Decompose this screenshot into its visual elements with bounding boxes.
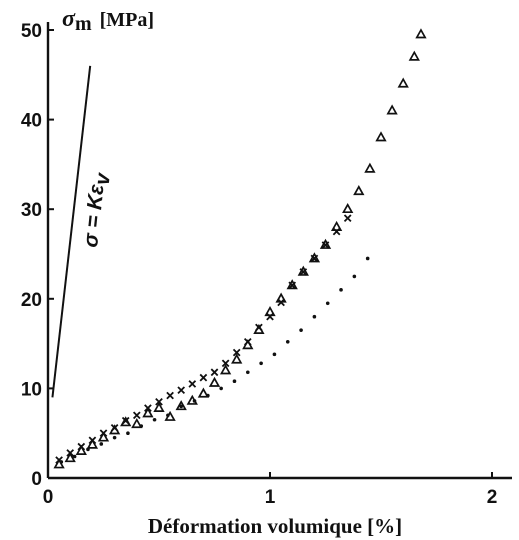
- data-point-triangle: [297, 265, 309, 276]
- y-tick-label: 10: [21, 379, 42, 400]
- data-point-triangle: [219, 364, 232, 375]
- data-point-triangle: [375, 131, 387, 142]
- data-point-triangle: [153, 401, 165, 412]
- data-point-dot: [112, 435, 117, 440]
- data-point-triangle: [231, 353, 243, 364]
- data-point-cross: [77, 442, 86, 451]
- data-point-dot: [192, 399, 197, 403]
- data-point-dot: [72, 454, 77, 459]
- data-point-cross: [343, 214, 352, 222]
- data-point-cross: [310, 254, 319, 263]
- data-point-cross: [255, 323, 263, 332]
- data-point-dot: [139, 424, 144, 428]
- data-point-dot: [152, 417, 157, 422]
- data-point-dot: [312, 314, 317, 319]
- data-point-cross: [66, 449, 75, 457]
- x-tick-label: 2: [487, 487, 498, 508]
- y-tick-label: 40: [21, 111, 42, 132]
- x-ticks: 0 1 2: [43, 472, 498, 508]
- data-point-cross: [188, 380, 197, 388]
- data-point-triangle: [97, 431, 110, 442]
- data-point-triangle: [319, 238, 332, 249]
- data-point-dot: [232, 379, 237, 384]
- x-tick-label: 0: [43, 487, 54, 508]
- data-point-dot: [179, 404, 183, 409]
- data-point-dot: [339, 288, 343, 292]
- data-point-cross: [232, 348, 241, 357]
- data-point-cross: [110, 423, 119, 432]
- reference-line-label: σ = Kεv: [79, 170, 115, 249]
- data-point-dot: [99, 442, 104, 446]
- data-point-cross: [221, 359, 230, 368]
- data-point-dot: [206, 393, 210, 398]
- data-point-triangle: [386, 104, 398, 115]
- data-point-triangle: [408, 50, 420, 61]
- data-point-cross: [199, 373, 208, 382]
- data-points: [53, 28, 427, 469]
- data-point-triangle: [342, 202, 354, 214]
- data-point-cross: [144, 404, 152, 412]
- data-point-triangle: [64, 452, 76, 463]
- data-point-dot: [272, 352, 277, 357]
- x-axis-label: Déformation volumique [%]: [148, 514, 402, 538]
- data-point-dot: [365, 256, 370, 261]
- data-point-cross: [166, 391, 174, 400]
- data-point-dot: [166, 413, 170, 418]
- data-point-triangle: [53, 458, 65, 469]
- y-ticks: 0 10 20 30 40 50: [21, 21, 54, 490]
- data-point-cross: [266, 312, 274, 321]
- data-point-triangle: [131, 418, 143, 429]
- y-tick-label: 0: [31, 469, 42, 490]
- data-point-triangle: [415, 28, 427, 39]
- data-point-dot: [219, 386, 223, 391]
- x-tick-label: 1: [265, 487, 276, 508]
- y-tick-label: 20: [21, 290, 42, 311]
- data-point-cross: [299, 268, 308, 276]
- data-point-triangle: [353, 185, 365, 196]
- data-point-triangle: [364, 162, 376, 173]
- y-axis-label: σm [MPa]: [62, 6, 154, 35]
- data-point-cross: [243, 337, 252, 346]
- data-point-cross: [177, 386, 186, 395]
- data-point-dot: [352, 274, 357, 279]
- data-point-dot: [126, 431, 130, 436]
- data-point-dot: [299, 328, 303, 332]
- y-tick-label: 50: [21, 21, 42, 42]
- data-point-triangle: [286, 279, 298, 290]
- data-point-dot: [285, 340, 290, 344]
- data-point-cross: [99, 429, 108, 438]
- data-point-cross: [210, 368, 219, 377]
- data-point-triangle: [397, 77, 409, 88]
- data-point-triangle: [308, 252, 321, 263]
- data-point-dot: [86, 447, 90, 452]
- data-point-cross: [132, 411, 141, 420]
- y-tick-label: 30: [21, 200, 42, 221]
- data-point-cross: [277, 298, 285, 307]
- data-point-triangle: [75, 444, 87, 455]
- data-point-cross: [88, 436, 97, 445]
- data-point-triangle: [86, 438, 99, 449]
- data-point-cross: [121, 416, 130, 425]
- data-point-triangle: [142, 407, 154, 418]
- data-point-triangle: [330, 220, 343, 231]
- data-point-dot: [325, 301, 330, 306]
- data-point-triangle: [175, 400, 187, 411]
- axes: [46, 22, 512, 480]
- data-point-dot: [59, 460, 64, 464]
- data-point-cross: [332, 227, 341, 236]
- reference-line: [51, 65, 92, 398]
- data-point-dot: [246, 370, 250, 375]
- data-point-cross: [288, 281, 297, 290]
- data-point-dot: [259, 361, 263, 366]
- data-point-cross: [155, 398, 163, 406]
- data-point-triangle: [264, 306, 276, 317]
- data-point-triangle: [208, 376, 221, 387]
- data-point-triangle: [197, 387, 210, 398]
- data-point-cross: [321, 241, 330, 249]
